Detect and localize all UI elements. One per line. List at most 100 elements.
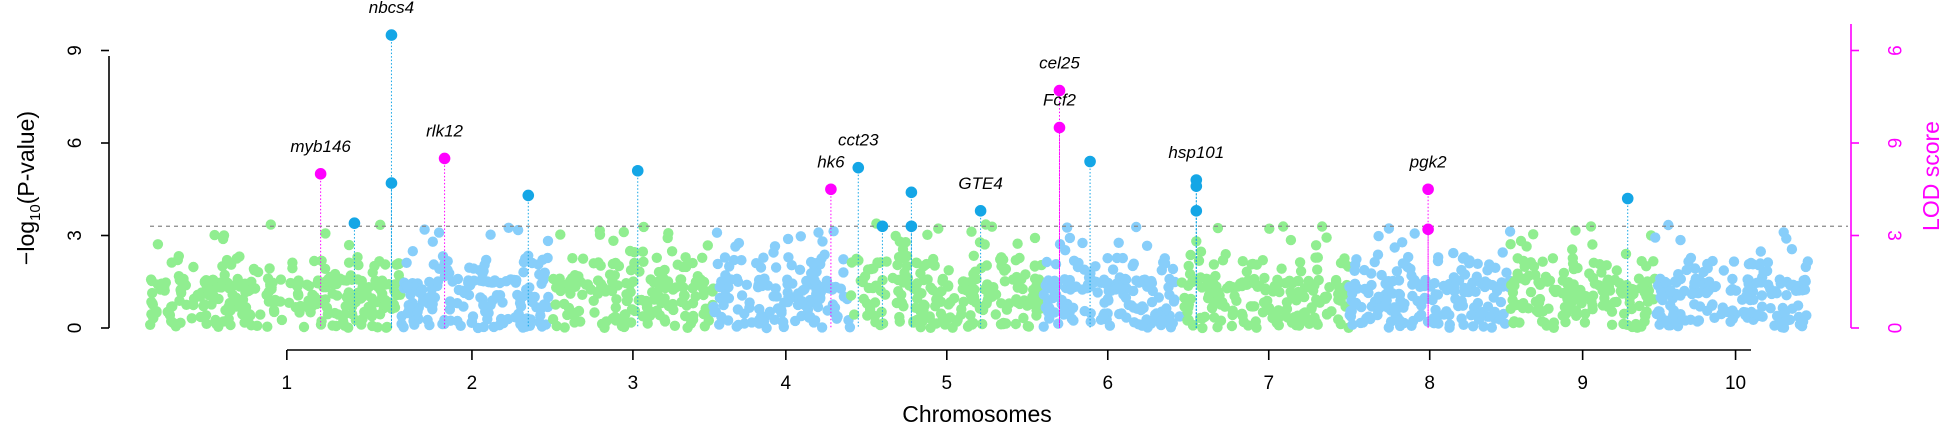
- snp-point: [1563, 277, 1574, 288]
- snp-point: [1499, 318, 1511, 329]
- snp-point: [912, 286, 923, 297]
- snp-point: [1756, 290, 1768, 301]
- snp-point: [563, 302, 575, 314]
- snp-point: [517, 322, 529, 333]
- x-tick-label: 5: [942, 373, 953, 394]
- snp-point: [147, 299, 158, 310]
- snp-point: [968, 250, 979, 261]
- snp-point: [166, 301, 177, 312]
- snp-point: [1272, 274, 1283, 285]
- snp-point: [1507, 294, 1518, 306]
- lod-hit-point: [438, 152, 451, 165]
- snp-point: [1548, 322, 1560, 333]
- snp-point: [200, 310, 212, 321]
- snp-point: [357, 313, 368, 325]
- snp-point: [236, 296, 247, 307]
- snp-point: [964, 319, 975, 331]
- snp-point: [982, 294, 993, 305]
- snp-point: [1156, 265, 1168, 276]
- snp-point: [1490, 262, 1501, 273]
- snp-point: [1765, 303, 1776, 314]
- gwas-hit-point: [631, 164, 644, 177]
- snp-point: [1530, 296, 1542, 307]
- snp-point: [1259, 272, 1270, 284]
- snp-point: [1730, 285, 1742, 296]
- snp-point: [589, 307, 600, 318]
- snp-point: [1085, 308, 1096, 319]
- snp-point: [936, 286, 947, 297]
- snp-point: [380, 294, 391, 306]
- snp-point: [357, 291, 369, 302]
- snp-point: [1505, 239, 1516, 250]
- snp-point: [1312, 264, 1323, 275]
- snp-point: [188, 261, 199, 273]
- snp-point: [1220, 249, 1231, 260]
- snp-point: [263, 286, 274, 298]
- gwas-hit-point: [905, 220, 918, 233]
- snp-point: [1709, 312, 1720, 323]
- snp-point: [656, 266, 667, 278]
- right-y-tick-label: 3: [1883, 230, 1904, 241]
- y-tick-label: 9: [65, 45, 86, 56]
- snp-point: [304, 298, 316, 309]
- snp-point: [1064, 232, 1076, 244]
- snp-point: [1433, 252, 1444, 263]
- gwas-hit-point: [852, 161, 865, 174]
- snp-point: [570, 281, 581, 292]
- snp-point: [497, 297, 508, 308]
- snp-point: [1115, 283, 1127, 294]
- snp-point: [778, 316, 789, 328]
- snp-point: [1709, 281, 1721, 293]
- snp-point: [409, 319, 420, 330]
- snp-point: [925, 322, 936, 333]
- snp-point: [929, 260, 940, 271]
- snp-point: [1167, 263, 1179, 275]
- snp-point: [1512, 268, 1523, 279]
- snp-point: [908, 316, 919, 327]
- snp-point: [1153, 292, 1165, 303]
- snp-point: [1741, 291, 1752, 302]
- snp-point: [1609, 297, 1620, 308]
- snp-point: [1690, 274, 1702, 285]
- snp-point: [231, 279, 242, 291]
- snp-point: [356, 275, 367, 287]
- snp-point: [754, 303, 765, 315]
- snp-point: [1001, 304, 1013, 315]
- snp-point: [939, 319, 951, 330]
- snp-point: [1615, 285, 1627, 297]
- snp-point: [275, 296, 286, 307]
- snp-point: [663, 228, 674, 239]
- snp-point: [892, 259, 903, 271]
- snp-point: [1746, 306, 1757, 318]
- snp-point: [733, 319, 744, 331]
- snp-point: [424, 291, 436, 303]
- snp-point: [1650, 232, 1661, 243]
- snp-point: [478, 300, 489, 311]
- snp-point: [1525, 286, 1537, 298]
- snp-point: [227, 289, 238, 300]
- snp-point: [1226, 320, 1238, 332]
- snp-point: [1728, 256, 1740, 267]
- snp-point: [366, 293, 378, 304]
- snp-point: [1182, 315, 1193, 326]
- snp-point: [1482, 265, 1493, 276]
- snp-point: [1113, 237, 1124, 248]
- snp-point: [1660, 276, 1671, 288]
- snp-point: [1227, 305, 1239, 316]
- snp-point: [1579, 317, 1591, 328]
- snp-point: [879, 289, 891, 300]
- snp-point: [1619, 308, 1630, 319]
- snp-point: [1512, 253, 1523, 264]
- x-tick-label: 1: [282, 373, 293, 394]
- gene-label: Fcf2: [1043, 91, 1077, 110]
- snp-point: [736, 290, 748, 301]
- snp-point: [1014, 252, 1025, 264]
- snp-point: [573, 305, 585, 317]
- snp-point: [393, 258, 404, 269]
- snp-point: [231, 253, 242, 264]
- snp-point: [1326, 306, 1337, 317]
- snp-point: [1313, 274, 1324, 286]
- snp-point: [1416, 300, 1427, 311]
- snp-point: [1701, 287, 1712, 299]
- snp-point: [1049, 275, 1060, 286]
